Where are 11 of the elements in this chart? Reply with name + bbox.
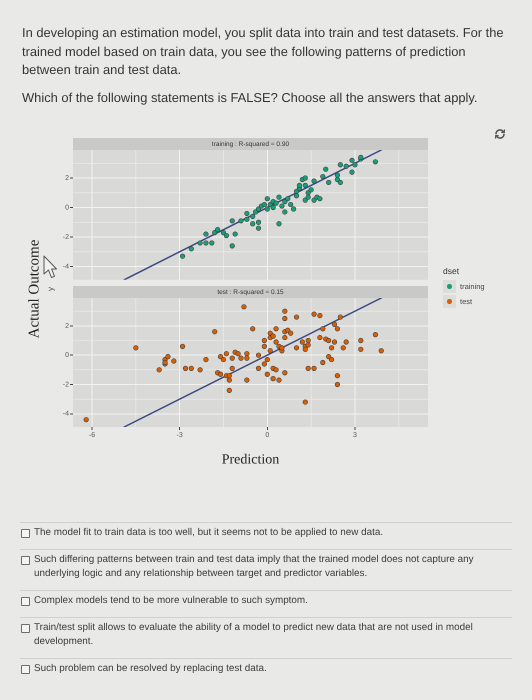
x-axis-title: Prediction (222, 452, 280, 468)
y-axis-title: y (46, 286, 55, 290)
text: Such problem can be resolved by replacing test data. (34, 663, 267, 674)
text: In developing an estimation model, you split data into train and test datasets. For the trained model based on train data, you see the following patterns of prediction between train and test data. (22, 24, 505, 79)
legend-title: dset (443, 266, 460, 276)
text: The model fit to train data is too well, but it seems not to be applied to new data. (34, 527, 384, 538)
text: Which of the following statements is FALSE? Choose all the answers that apply. (22, 88, 478, 107)
text: Train/test split allows to evaluate the ability of a model to predict new data that are not used in model development. (34, 622, 473, 647)
y-axis-title: Actual Outcome (26, 239, 42, 338)
text: Such differing patterns between train and test data imply that the trained model does not capture any underlying logic and any relationship between target and predictor variables. (34, 554, 474, 579)
text: Complex models tend to be more vulnerable to such symptom. (34, 595, 308, 606)
